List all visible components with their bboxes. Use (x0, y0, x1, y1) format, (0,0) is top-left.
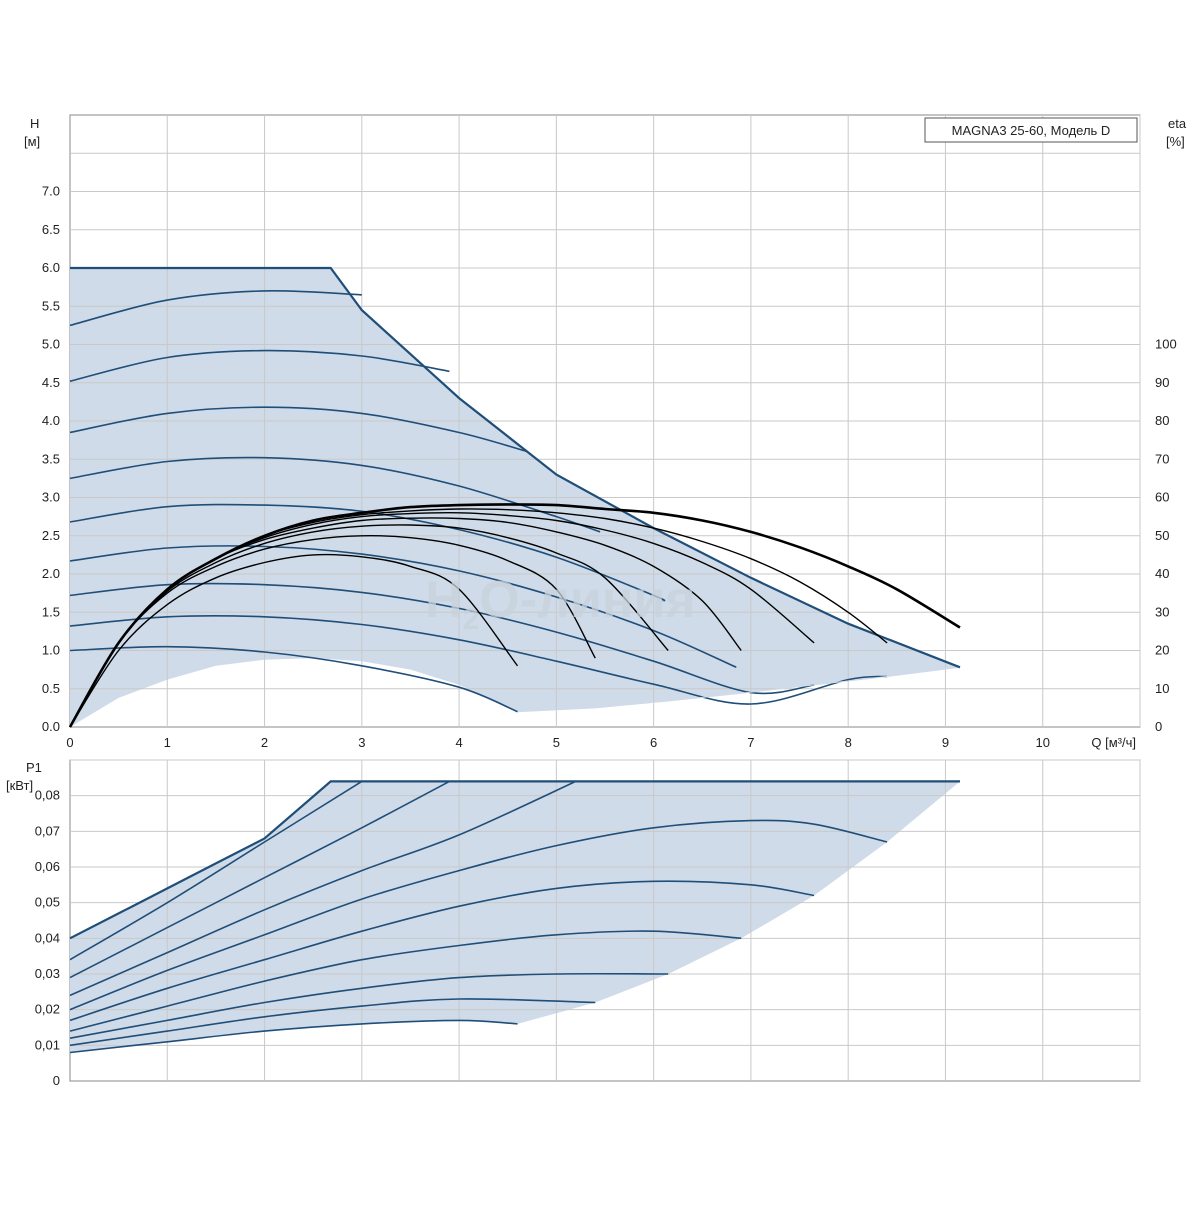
head-y-tick-13: 6.5 (42, 222, 60, 237)
head-curve-3 (69, 406, 528, 453)
power-max-curve (69, 780, 960, 940)
head-x-tick-4: 4 (455, 735, 462, 750)
head-curve-1 (69, 289, 362, 327)
power-curve-4 (69, 819, 888, 1011)
head-x-tick-2: 2 (261, 735, 268, 750)
head-curve-9 (69, 645, 518, 713)
power-operating-region (70, 781, 960, 1053)
power-y-tick-6: 0,06 (35, 859, 60, 874)
head-curve-4 (69, 456, 601, 533)
eta-y-tick-0: 0 (1155, 719, 1162, 734)
x-axis-label: Q [м³/ч] (1091, 735, 1136, 750)
head-y-tick-14: 7.0 (42, 184, 60, 199)
power-panel: 0 0,01 0,02 0,03 0,04 0,05 0,06 0,07 0,08 P1 [кВт] (6, 759, 1141, 1088)
eta-ylabel: eta (1168, 116, 1187, 131)
eta-y-tick-3: 30 (1155, 604, 1169, 619)
power-curve-8 (69, 998, 596, 1047)
head-x-tick-5: 5 (553, 735, 560, 750)
head-x-tick-0: 0 (66, 735, 73, 750)
eta-y-tick-5: 50 (1155, 528, 1169, 543)
power-ylabel-unit: [кВт] (6, 778, 33, 793)
power-y-tick-4: 0,04 (35, 930, 60, 945)
eta-y-tick-1: 10 (1155, 681, 1169, 696)
head-panel: 0 1 2 3 4 5 6 7 8 9 10 0.0 0.5 1.0 1.5 2.0 2.5 3.0 3.5 4.0 4… (24, 114, 1187, 750)
head-x-tick-10: 10 (1035, 735, 1049, 750)
head-x-tick-1: 1 (164, 735, 171, 750)
power-y-tick-5: 0,05 (35, 895, 60, 910)
power-y-tick-0: 0 (53, 1073, 60, 1088)
power-curve-1 (69, 780, 363, 961)
head-x-tick-7: 7 (747, 735, 754, 750)
head-curve-6 (69, 545, 737, 669)
head-ylabel: H (30, 116, 39, 131)
head-curve-5 (69, 503, 666, 602)
head-x-tick-8: 8 (845, 735, 852, 750)
power-curve-9 (69, 1019, 518, 1054)
watermark: H2O-линия (425, 571, 696, 636)
eta-y-tick-9: 90 (1155, 375, 1169, 390)
head-y-tick-4: 2.0 (42, 566, 60, 581)
head-y-tick-5: 2.5 (42, 528, 60, 543)
head-y-tick-9: 4.5 (42, 375, 60, 390)
watermark-main: H (425, 571, 463, 629)
watermark-sub: 2 (463, 603, 480, 636)
eta-y-tick-7: 70 (1155, 451, 1169, 466)
eta-y-tick-8: 80 (1155, 413, 1169, 428)
power-y-tick-7: 0,07 (35, 823, 60, 838)
head-y-tick-10: 5.0 (42, 337, 60, 352)
head-bottom-boundary (517, 666, 961, 713)
head-y-tick-8: 4.0 (42, 413, 60, 428)
head-ylabel-unit: [м] (24, 134, 40, 149)
eta-y-tick-4: 40 (1155, 566, 1169, 581)
legend-label: MAGNA3 25-60, Модель D (952, 123, 1111, 138)
head-y-tick-12: 6.0 (42, 260, 60, 275)
head-y-tick-11: 5.5 (42, 298, 60, 313)
head-y-tick-0: 0.0 (42, 719, 60, 734)
power-curve-2 (69, 780, 450, 979)
head-y-tick-6: 3.0 (42, 490, 60, 505)
eta-y-tick-10: 100 (1155, 337, 1177, 352)
power-curve-7 (69, 972, 669, 1039)
power-y-tick-8: 0,08 (35, 788, 60, 803)
head-x-tick-3: 3 (358, 735, 365, 750)
eta-y-tick-2: 20 (1155, 643, 1169, 658)
power-y-tick-3: 0,03 (35, 966, 60, 981)
head-x-tick-9: 9 (942, 735, 949, 750)
power-curve-6 (69, 930, 742, 1032)
eta-curve-6 (69, 535, 596, 728)
head-y-tick-2: 1.0 (42, 643, 60, 658)
head-curve-8 (69, 614, 888, 705)
power-ylabel: P1 (26, 760, 42, 775)
head-y-tick-3: 1.5 (42, 604, 60, 619)
head-curve-2 (69, 349, 450, 382)
power-curve-3 (69, 780, 577, 997)
eta-curve-5 (69, 524, 669, 728)
eta-curve-4 (69, 517, 742, 728)
power-y-tick-2: 0,02 (35, 1002, 60, 1017)
legend-box (924, 117, 1138, 143)
watermark-rest: O-линия (479, 571, 695, 629)
power-y-tick-1: 0,01 (35, 1037, 60, 1052)
head-x-tick-6: 6 (650, 735, 657, 750)
head-curve-7 (69, 582, 815, 695)
head-max-curve (70, 266, 961, 669)
eta-ylabel-unit: [%] (1166, 134, 1185, 149)
head-y-tick-7: 3.5 (42, 451, 60, 466)
power-curve-5 (69, 880, 815, 1022)
eta-y-tick-6: 60 (1155, 490, 1169, 505)
eta-curve-7 (69, 553, 519, 728)
head-y-tick-1: 0.5 (42, 681, 60, 696)
